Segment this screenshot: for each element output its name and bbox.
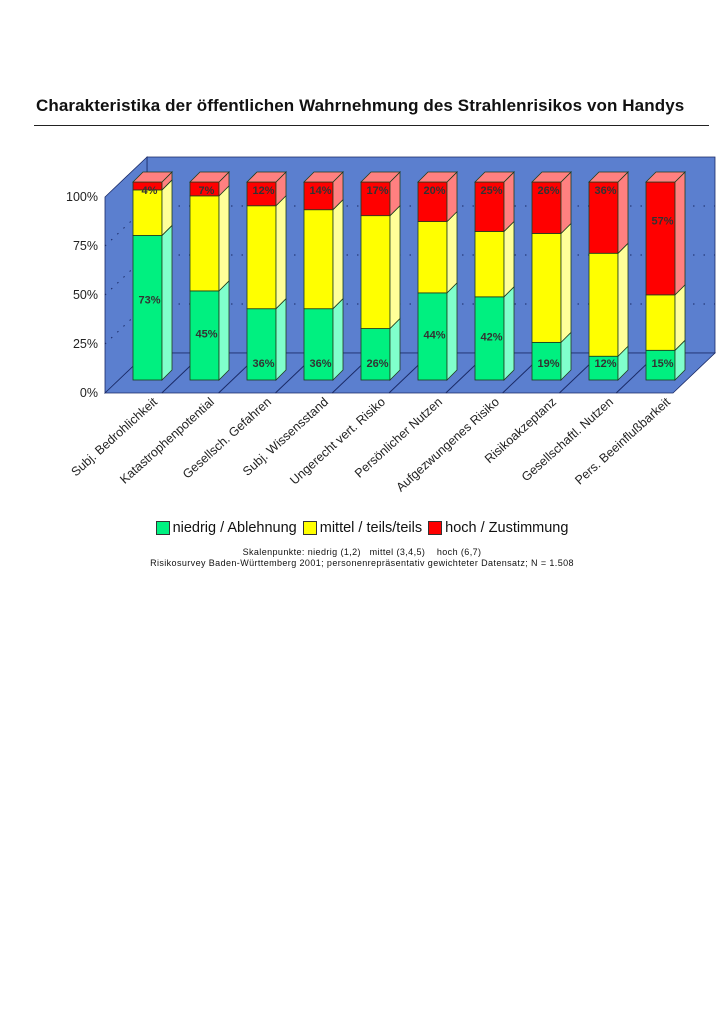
- bar-segment-1: [246, 205, 277, 310]
- bar-top: [246, 171, 287, 183]
- legend-item-mid: mittel / teils/teils: [302, 520, 423, 536]
- gridline-left: [104, 303, 148, 345]
- bar-segment-1: [132, 189, 163, 236]
- bar-side-1: [674, 283, 686, 352]
- bar-side-2: [617, 171, 629, 255]
- bar-top: [417, 171, 458, 183]
- legend-swatch-high: [428, 521, 443, 535]
- x-tick-label: Pers. Beeinflußbarkeit: [572, 394, 673, 487]
- bar-top: [132, 171, 173, 183]
- legend-swatch-low: [155, 521, 170, 535]
- data-label-low: 36%: [309, 358, 331, 370]
- gridline-left: [104, 254, 148, 296]
- scale-note: Skalenpunkte: niedrig (1,2) mittel (3,4,…: [242, 547, 482, 557]
- title-divider: [34, 125, 709, 126]
- bar-side-0: [275, 297, 287, 381]
- data-label-low: 45%: [195, 328, 217, 340]
- data-label-high: 4%: [142, 185, 158, 197]
- bar-segment-2: [417, 181, 448, 222]
- bar-side-0: [218, 279, 230, 381]
- y-tick-label: 0%: [80, 386, 98, 400]
- data-label-low: 26%: [366, 358, 388, 370]
- bar-side-1: [332, 198, 344, 310]
- bar-side-0: [389, 317, 401, 381]
- data-label-high: 17%: [366, 185, 388, 197]
- bar-top: [189, 171, 230, 183]
- bar-segment-1: [303, 209, 334, 310]
- bar-segment-0: [132, 235, 163, 381]
- bar-top: [531, 171, 572, 183]
- legend-item-low: niedrig / Ablehnung: [155, 520, 297, 536]
- data-label-low: 73%: [138, 295, 160, 307]
- data-label-high: 57%: [651, 215, 673, 227]
- source-note: Risikosurvey Baden-Württemberg 2001; per…: [150, 558, 574, 568]
- data-label-high: 36%: [594, 185, 616, 197]
- bar-side-1: [446, 210, 458, 294]
- bar-side-1: [218, 184, 230, 292]
- bar-top: [474, 171, 515, 183]
- data-label-low: 12%: [594, 358, 616, 370]
- bar-segment-0: [360, 328, 391, 381]
- bar-top: [588, 171, 629, 183]
- stacked-3d-bar-chart: 0% 25% 50% 75% 100% 73% 4% 45% 7% 36% 12% 36% 14% 26%…: [66, 156, 716, 495]
- data-label-low: 15%: [651, 358, 673, 370]
- data-label-low: 19%: [537, 358, 559, 370]
- legend: niedrig / Ablehnung mittel / teils/teils…: [0, 520, 724, 539]
- bar-top: [360, 171, 401, 183]
- legend-swatch-mid: [302, 521, 317, 535]
- bar-segment-1: [531, 233, 562, 343]
- bar-side-0: [503, 285, 515, 381]
- data-label-high: 7%: [199, 185, 215, 197]
- bar-side-0: [161, 224, 173, 381]
- data-label-high: 12%: [252, 185, 274, 197]
- y-tick-label: 50%: [73, 288, 98, 302]
- bar-top: [645, 171, 686, 183]
- bar-side-1: [560, 222, 572, 344]
- gridline-left: [104, 205, 148, 247]
- y-tick-label: 100%: [66, 190, 98, 204]
- bar-segment-2: [645, 181, 676, 296]
- bar-segment-0: [531, 341, 562, 381]
- data-label-high: 14%: [309, 185, 331, 197]
- bar-segment-1: [474, 231, 505, 298]
- bar-side-2: [674, 171, 686, 296]
- bar-segment-0: [417, 292, 448, 381]
- legend-label-mid: mittel / teils/teils: [319, 520, 423, 536]
- data-label-low: 36%: [252, 358, 274, 370]
- y-tick-label: 25%: [73, 337, 98, 351]
- bar-segment-1: [645, 294, 676, 351]
- x-tick-label: Ungerecht vert. Risiko: [287, 395, 388, 488]
- bar-side-0: [332, 297, 344, 381]
- legend-label-high: hoch / Zustimmung: [445, 520, 569, 536]
- bar-segment-1: [189, 195, 220, 292]
- bar-segment-2: [360, 181, 391, 217]
- data-label-low: 44%: [423, 329, 445, 341]
- data-label-high: 26%: [537, 185, 559, 197]
- bar-segment-0: [645, 349, 676, 381]
- bar-segment-1: [588, 252, 619, 357]
- bar-segment-0: [474, 296, 505, 381]
- bar-segment-1: [417, 221, 448, 294]
- bar-segment-2: [474, 181, 505, 232]
- bar-top: [303, 171, 344, 183]
- bar-segment-2: [588, 181, 619, 254]
- data-label-high: 25%: [480, 185, 502, 197]
- bar-segment-0: [189, 290, 220, 381]
- data-label-high: 20%: [423, 185, 445, 197]
- data-label-low: 42%: [480, 331, 502, 343]
- bar-side-2: [560, 171, 572, 235]
- bar-side-0: [446, 281, 458, 381]
- legend-label-low: niedrig / Ablehnung: [172, 520, 297, 536]
- x-tick-label: Aufgezwungenes Risiko: [393, 395, 502, 495]
- bar-side-1: [617, 242, 629, 358]
- bar-side-1: [503, 220, 515, 298]
- x-tick-label: Katastrophenpotential: [117, 395, 217, 487]
- legend-item-high: hoch / Zustimmung: [428, 520, 568, 536]
- bar-segment-1: [360, 215, 391, 329]
- bar-side-1: [389, 204, 401, 330]
- bar-side-1: [275, 194, 287, 310]
- y-tick-label: 75%: [73, 239, 98, 253]
- chart-title: Charakteristika der öffentlichen Wahrneh…: [36, 96, 685, 115]
